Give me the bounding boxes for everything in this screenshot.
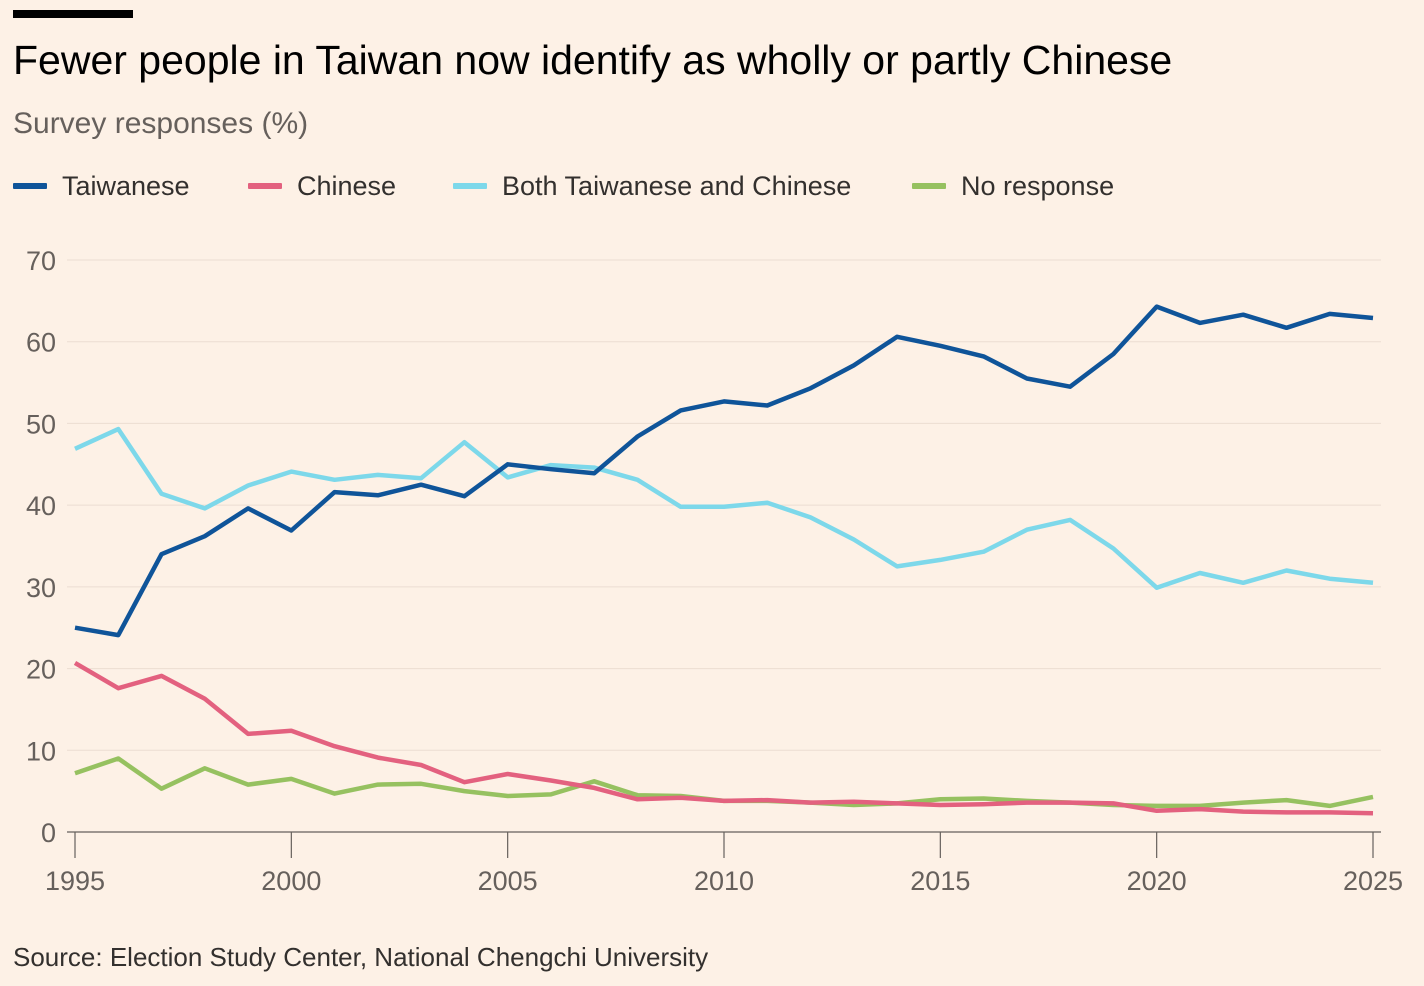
header-accent-bar	[13, 10, 133, 18]
legend-label-no-response: No response	[961, 171, 1115, 201]
series-line-chinese	[73, 660, 1374, 816]
legend-label-chinese: Chinese	[297, 171, 397, 201]
legend-swatch-taiwanese	[13, 183, 47, 189]
x-tick-label-2005: 2005	[478, 866, 538, 896]
y-tick-label-30: 30	[26, 573, 56, 603]
legend-label-taiwanese: Taiwanese	[62, 171, 190, 201]
series-lines	[73, 304, 1374, 816]
y-tick-label-10: 10	[26, 736, 56, 766]
x-tick-label-1995: 1995	[45, 866, 105, 896]
y-tick-label-70: 70	[26, 246, 56, 276]
x-tick-label-2025: 2025	[1343, 866, 1403, 896]
source-note: Source: Election Study Center, National …	[13, 942, 709, 972]
series-line-both-taiwanese-and-chinese	[74, 426, 1374, 590]
legend-swatch-chinese	[248, 183, 282, 189]
x-tick-label-2020: 2020	[1127, 866, 1187, 896]
y-tick-label-0: 0	[41, 818, 56, 848]
legend-swatch-both	[453, 183, 487, 189]
chart-title: Fewer people in Taiwan now identify as w…	[13, 37, 1173, 83]
series-line-taiwanese	[74, 304, 1374, 638]
legend-label-both: Both Taiwanese and Chinese	[502, 171, 852, 201]
chart-subtitle: Survey responses (%)	[13, 107, 309, 140]
x-tick-label-2010: 2010	[694, 866, 754, 896]
legend-swatch-no-response	[912, 183, 946, 189]
x-tick-label-2015: 2015	[910, 866, 970, 896]
line-chart: 0 10 20 30 40 50 60 70 1995 2000 2005 2010 2015 2020 2…	[26, 246, 1403, 896]
y-tick-label-20: 20	[26, 655, 56, 685]
y-tick-label-60: 60	[26, 328, 56, 358]
gridlines	[67, 259, 1381, 833]
y-tick-label-50: 50	[26, 409, 56, 439]
axes: 0 10 20 30 40 50 60 70 1995 2000 2005 2010 2015 2020 2…	[26, 246, 1403, 896]
y-tick-label-40: 40	[26, 491, 56, 521]
x-tick-label-2000: 2000	[261, 866, 321, 896]
